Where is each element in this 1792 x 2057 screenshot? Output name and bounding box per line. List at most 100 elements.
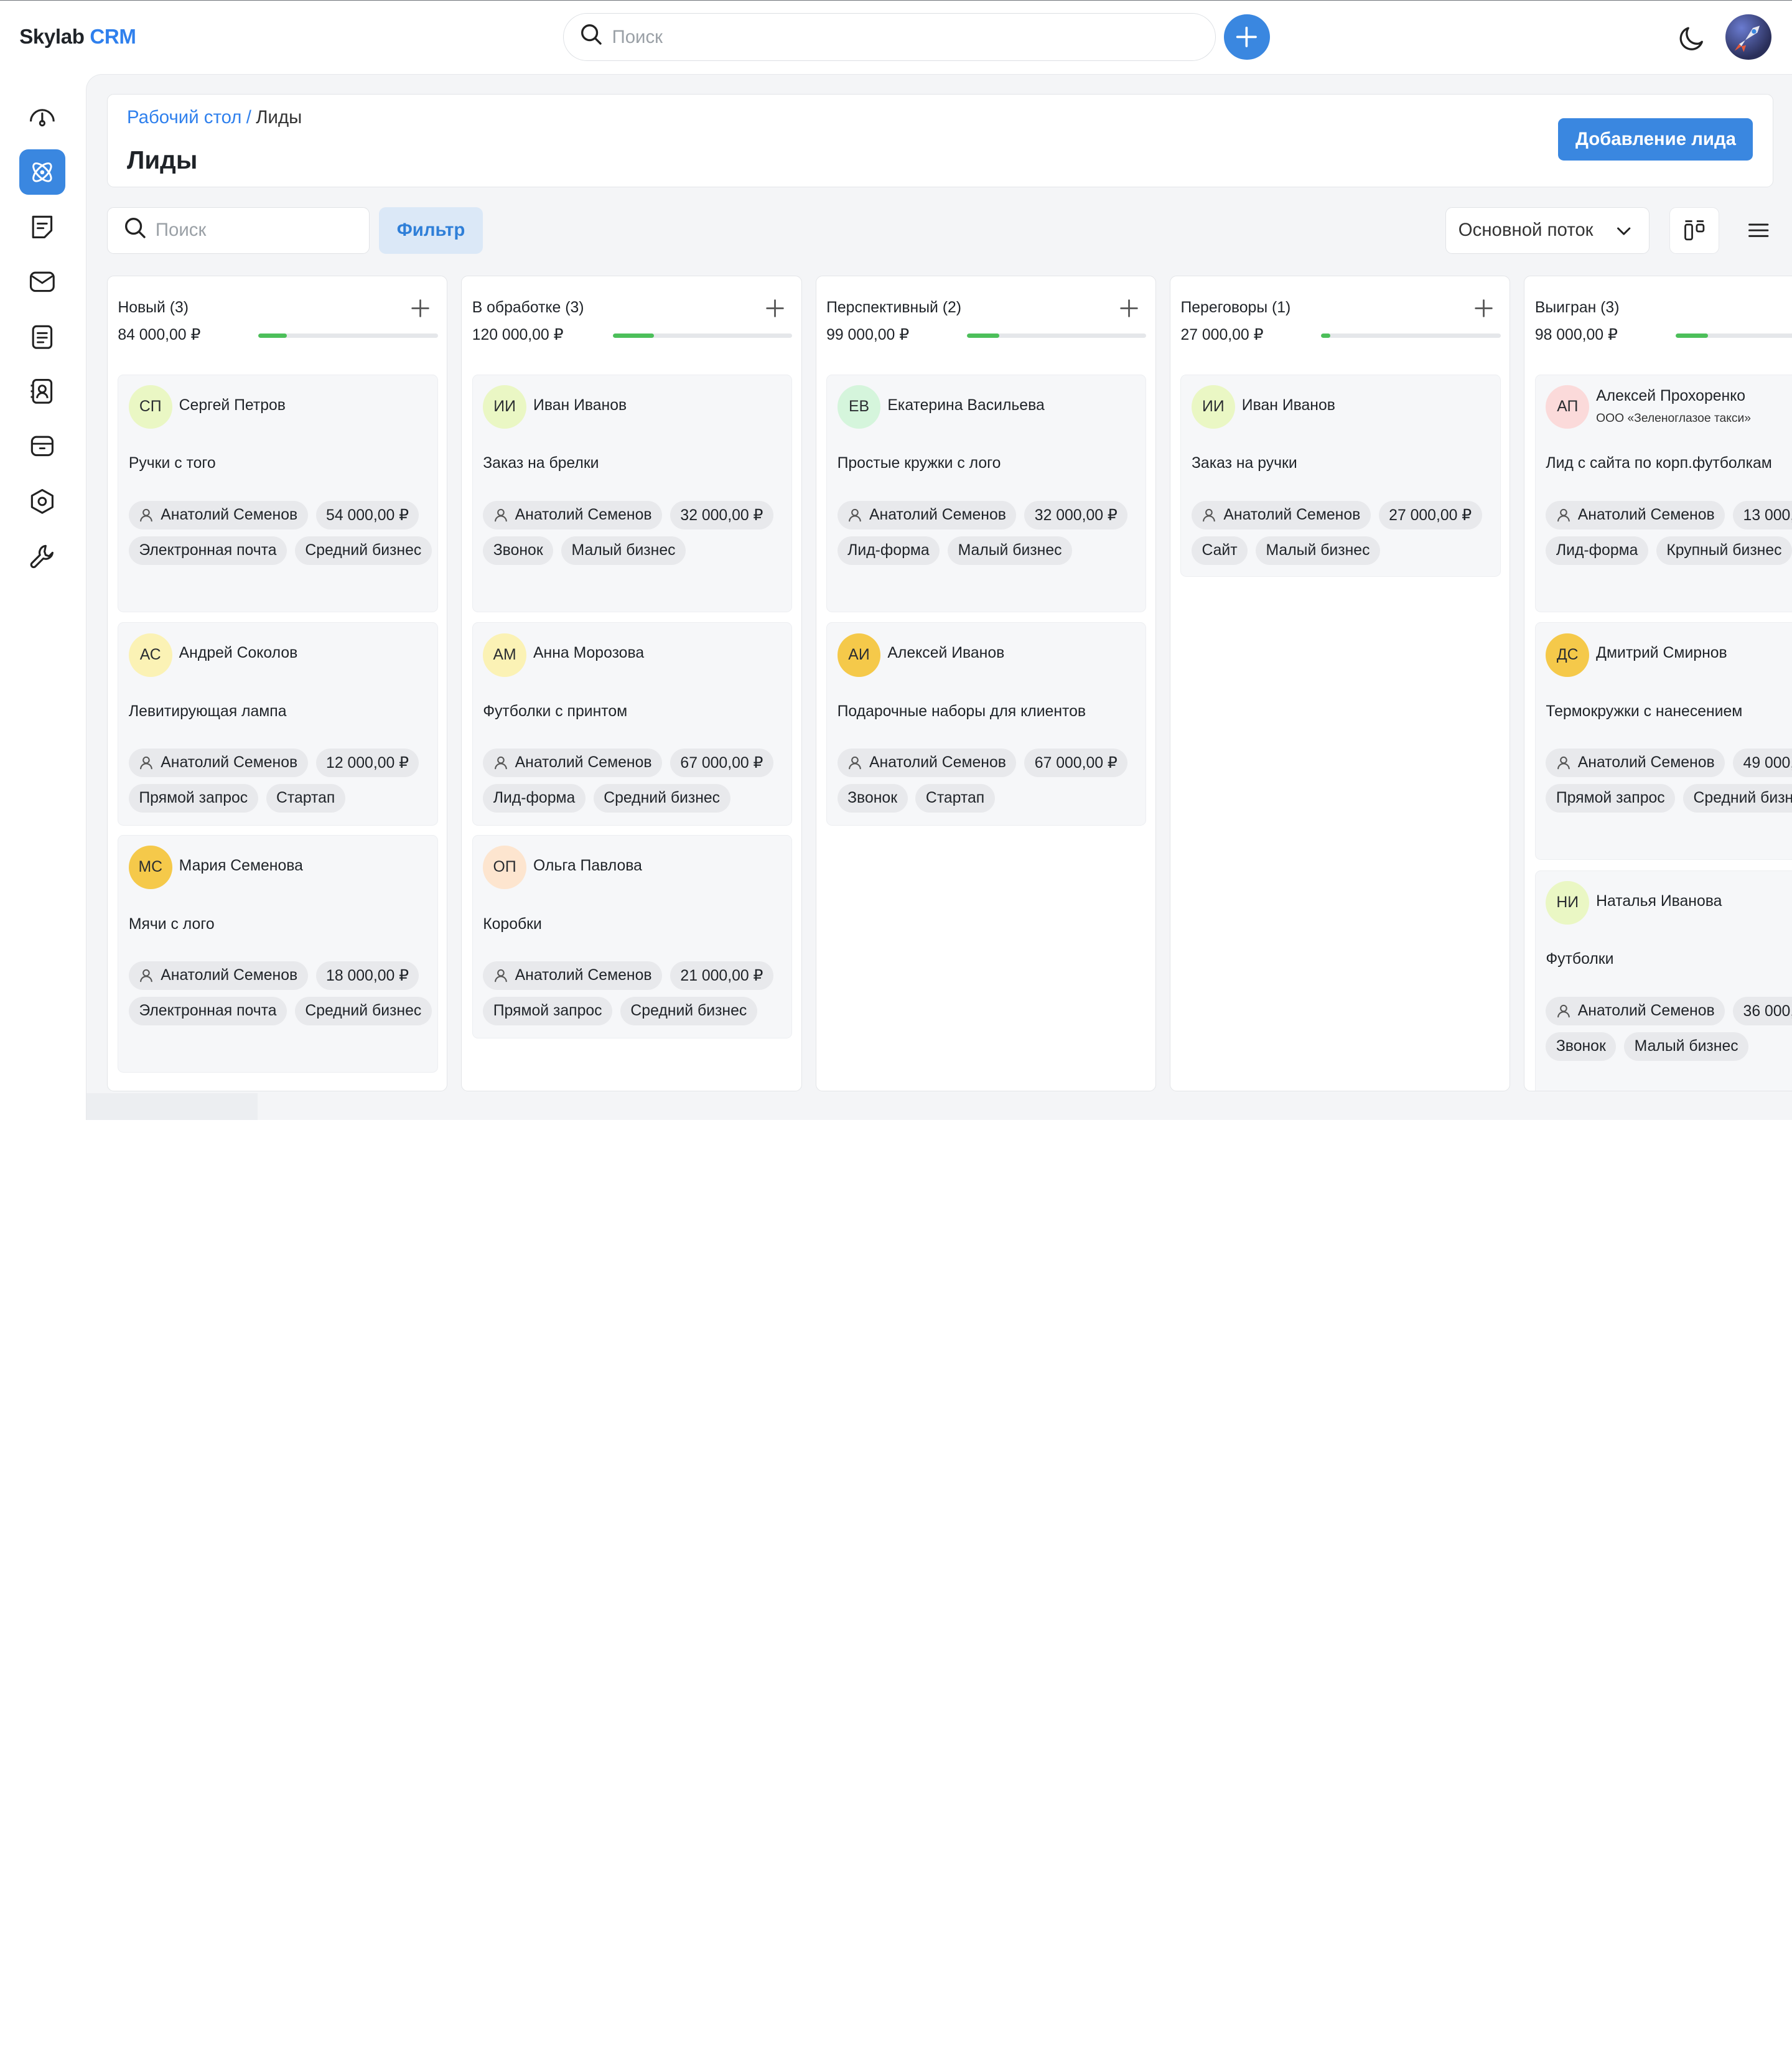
lead-description: Левитирующая лампа — [128, 702, 287, 720]
top-bar: Skylab CRM — [0, 1, 1792, 74]
sidebar-item-tools[interactable] — [19, 533, 65, 579]
column-add-button[interactable] — [1473, 298, 1494, 319]
kanban-column: В обработке (3) 120 000,00 ₽ ИИ Иван Иванов… — [461, 275, 802, 1092]
sidebar-item-tasks[interactable] — [19, 314, 65, 359]
lead-tags: Анатолий Семенов 67 000,00 ₽ Лид-форма Сред… — [483, 749, 801, 813]
sidebar-item-dashboard[interactable] — [19, 95, 65, 140]
owner-name: Анатолий Семенов — [161, 754, 298, 772]
plus-icon — [766, 299, 784, 317]
owner-name: Анатолий Семенов — [161, 966, 298, 984]
quick-add-button[interactable] — [1224, 14, 1270, 60]
stream-select[interactable]: Основной поток — [1445, 207, 1650, 254]
sidebar-item-leads[interactable] — [19, 149, 65, 195]
lead-card[interactable]: АП Алексей Прохоренко ООО «Зеленоглазое та… — [1534, 374, 1792, 612]
lead-card[interactable]: ДС Дмитрий Смирнов Термокружки с нанесение… — [1534, 622, 1792, 861]
list-view-button[interactable] — [1733, 207, 1783, 254]
lead-card[interactable]: ИИ Иван Иванов Заказ на ручки Анатолий Семе… — [1180, 374, 1501, 577]
add-lead-button[interactable]: Добавление лида — [1558, 118, 1753, 161]
plus-icon — [1474, 299, 1493, 317]
lead-tags: Анатолий Семенов 13 000,00 ₽ Лид-форма Круп… — [1546, 500, 1792, 565]
kanban-board: Новый (3) 84 000,00 ₽ СП Сергей Петров Ручки… — [106, 275, 1792, 1092]
lead-company: ООО «Зеленоглазое такси» — [1596, 411, 1752, 425]
lead-contact-name: Мария Семенова — [179, 857, 303, 874]
sidebar-item-notes[interactable] — [19, 204, 65, 250]
lead-card[interactable]: МС Мария Семенова Мячи с лого Анатолий Семе… — [118, 834, 438, 1073]
attribute-tag: Электронная почта — [128, 536, 287, 565]
column-progress-bar — [1675, 333, 1792, 338]
amount-tag: 32 000,00 ₽ — [670, 500, 773, 529]
lead-card[interactable]: СП Сергей Петров Ручки с того Анатолий Семе… — [118, 374, 438, 612]
breadcrumb: Рабочий стол / Лиды — [127, 107, 302, 128]
sidebar-item-settings[interactable] — [19, 478, 65, 524]
sidebar-item-archive[interactable] — [19, 424, 65, 469]
owner-tag: Анатолий Семенов — [483, 961, 663, 990]
theme-toggle-button[interactable] — [1676, 22, 1707, 54]
progress-fill — [966, 333, 999, 338]
user-avatar[interactable] — [1725, 14, 1771, 60]
lead-description: Лид с сайта по корп.футболкам — [1546, 455, 1772, 472]
person-icon — [139, 508, 154, 523]
column-title: Перспективный (2) — [826, 299, 962, 316]
person-icon — [1556, 755, 1571, 770]
filter-button[interactable]: Фильтр — [378, 207, 483, 254]
contacts-icon — [30, 379, 53, 404]
avatar: НИ — [1546, 881, 1590, 925]
owner-tag: Анатолий Семенов — [1546, 996, 1725, 1025]
lead-contact-name: Алексей Прохоренко — [1596, 387, 1746, 404]
lead-card[interactable]: НИ Наталья Иванова Футболки Анатолий Семено… — [1534, 870, 1792, 1091]
column-progress-bar — [1321, 333, 1501, 338]
app-root: Skylab CRM — [0, 0, 1792, 1120]
lead-contact-name: Ольга Павлова — [533, 857, 642, 874]
lead-contact-name: Наталья Иванова — [1596, 892, 1722, 910]
column-progress-bar — [612, 333, 792, 338]
person-icon — [1556, 1004, 1571, 1019]
lead-card[interactable]: АС Андрей Соколов Левитирующая лампа Анатол… — [118, 622, 438, 826]
column-title: Переговоры (1) — [1180, 299, 1291, 316]
chevron-down-icon — [1615, 222, 1633, 245]
lead-description: Заказ на брелки — [483, 455, 599, 472]
wrench-icon — [30, 544, 54, 568]
column-add-button[interactable] — [765, 298, 785, 319]
column-add-button[interactable] — [1119, 298, 1139, 319]
breadcrumb-link-desktop[interactable]: Рабочий стол — [127, 106, 242, 128]
column-sum: 84 000,00 ₽ — [118, 326, 201, 343]
lead-card[interactable]: ЕВ Екатерина Васильева Простые кружки с ло… — [826, 374, 1147, 612]
kanban-view-button[interactable] — [1669, 207, 1720, 254]
lead-search-input[interactable] — [155, 220, 350, 241]
lead-card[interactable]: АМ Анна Морозова Футболки с принтом Анатоли… — [472, 622, 792, 826]
amount-tag: 12 000,00 ₽ — [315, 749, 419, 778]
avatar: МС — [128, 846, 172, 890]
lead-tags: Анатолий Семенов 32 000,00 ₽ Звонок Малый б… — [483, 500, 801, 565]
progress-fill — [612, 333, 654, 338]
owner-name: Анатолий Семенов — [1223, 506, 1361, 523]
owner-name: Анатолий Семенов — [1577, 754, 1715, 772]
attribute-tag: Лид-форма — [837, 536, 940, 565]
lead-description: Мячи с лого — [128, 915, 215, 933]
lead-card[interactable]: АИ Алексей Иванов Подарочные наборы для кл… — [826, 622, 1147, 826]
column-add-button[interactable] — [410, 298, 431, 319]
owner-tag: Анатолий Семенов — [837, 749, 1017, 778]
sidebar-item-contacts[interactable] — [19, 368, 65, 414]
global-search-input[interactable] — [612, 26, 1161, 48]
lead-contact-name: Анна Морозова — [533, 645, 645, 662]
lead-description: Подарочные наборы для клиентов — [837, 702, 1086, 720]
avatar: СП — [128, 385, 172, 429]
person-icon — [493, 755, 508, 770]
avatar: ОП — [483, 846, 526, 890]
rocket-avatar-icon — [1735, 26, 1760, 52]
app-logo[interactable]: Skylab CRM — [19, 26, 136, 49]
lead-description: Ручки с того — [128, 455, 216, 472]
archive-icon — [30, 436, 54, 457]
horizontal-scrollbar[interactable] — [86, 1093, 258, 1120]
lead-card[interactable]: ИИ Иван Иванов Заказ на брелки Анатолий Сем… — [472, 374, 792, 612]
avatar: АИ — [837, 633, 881, 677]
sidebar-item-mail[interactable] — [19, 259, 65, 304]
lead-description: Коробки — [483, 915, 542, 933]
lead-card[interactable]: ОП Ольга Павлова Коробки Анатолий Семенов 21… — [472, 834, 792, 1038]
lead-description: Заказ на ручки — [1191, 455, 1297, 472]
attribute-tag: Крупный бизнес — [1656, 536, 1792, 565]
plus-icon — [1120, 299, 1138, 317]
lead-contact-name: Алексей Иванов — [887, 645, 1005, 662]
amount-tag: 54 000,00 ₽ — [315, 500, 419, 529]
owner-tag: Анатолий Семенов — [128, 500, 308, 529]
